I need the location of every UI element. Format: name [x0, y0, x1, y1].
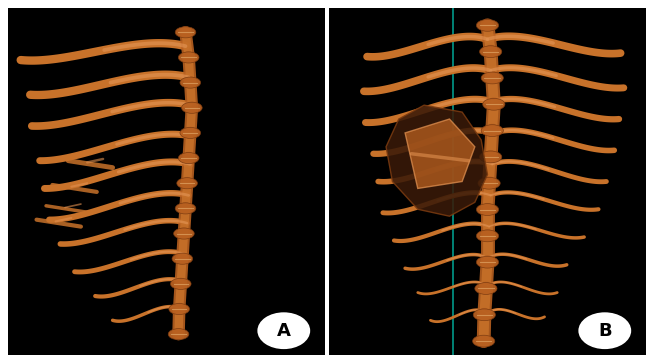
- PathPatch shape: [386, 105, 487, 216]
- Ellipse shape: [179, 52, 199, 63]
- Ellipse shape: [169, 303, 190, 315]
- Ellipse shape: [473, 309, 496, 321]
- Ellipse shape: [481, 72, 504, 84]
- Ellipse shape: [173, 228, 194, 239]
- Ellipse shape: [476, 204, 498, 216]
- Ellipse shape: [172, 253, 193, 264]
- Ellipse shape: [478, 178, 500, 189]
- Ellipse shape: [180, 77, 201, 88]
- Ellipse shape: [180, 127, 201, 138]
- Ellipse shape: [481, 125, 504, 136]
- Ellipse shape: [175, 27, 196, 38]
- Ellipse shape: [258, 313, 309, 348]
- Ellipse shape: [171, 278, 191, 289]
- Ellipse shape: [476, 256, 498, 268]
- Ellipse shape: [179, 152, 199, 164]
- Ellipse shape: [177, 178, 198, 189]
- Ellipse shape: [168, 329, 189, 340]
- Ellipse shape: [476, 230, 498, 242]
- Ellipse shape: [473, 335, 495, 347]
- Ellipse shape: [175, 203, 196, 214]
- Ellipse shape: [479, 151, 502, 163]
- Ellipse shape: [579, 313, 630, 348]
- Ellipse shape: [475, 282, 497, 294]
- Text: A: A: [277, 322, 291, 340]
- Polygon shape: [405, 119, 475, 188]
- Ellipse shape: [479, 46, 502, 58]
- Ellipse shape: [182, 102, 202, 113]
- Text: B: B: [598, 322, 611, 340]
- Ellipse shape: [476, 20, 498, 31]
- Ellipse shape: [483, 98, 505, 110]
